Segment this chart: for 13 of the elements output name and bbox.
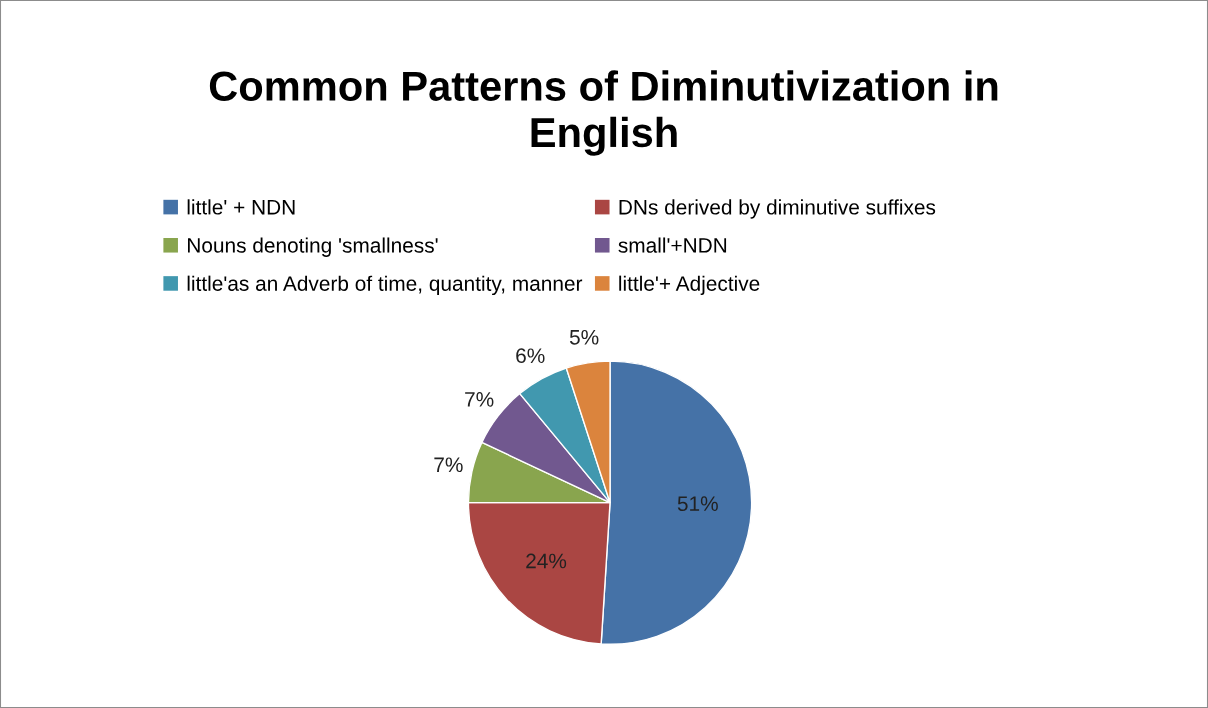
- legend-label: little' + NDN: [187, 199, 295, 215]
- data-label: 7%: [434, 457, 463, 473]
- legend-label: small'+NDN: [618, 237, 727, 253]
- legend-label: Nouns denoting 'smallness': [188, 237, 438, 257]
- data-label: 7%: [465, 392, 494, 407]
- legend-label: little'as an Adverb of time, quantity, manner: [187, 275, 583, 296]
- data-label: 5%: [569, 329, 599, 345]
- data-label: 51%: [677, 496, 718, 512]
- legend-label: little'+ Adjective: [619, 275, 760, 296]
- legend-label: DNs derived by diminutive suffixes: [619, 199, 936, 219]
- data-label: 24%: [526, 553, 567, 569]
- chart-title: Common Patterns of Diminutivization in English: [209, 70, 998, 156]
- data-label: 6%: [516, 348, 545, 364]
